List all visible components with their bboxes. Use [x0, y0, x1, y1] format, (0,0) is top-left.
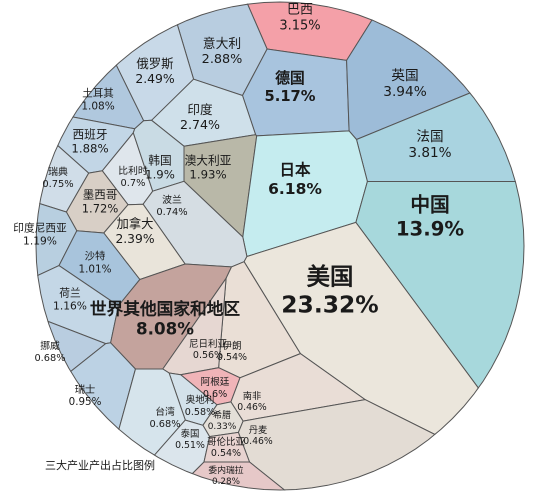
country-label: 挪威 [40, 339, 60, 352]
country-label: 南非 [243, 390, 262, 402]
value-label: 0.6% [203, 389, 227, 400]
country-label: 韩国 [148, 153, 171, 167]
cell [355, 181, 525, 389]
value-label: 1.19% [23, 234, 57, 247]
country-label: 比利时 [118, 165, 148, 177]
country-label: 印度 [187, 102, 213, 117]
country-label: 希腊 [213, 409, 231, 421]
country-label: 世界其他国家和地区 [90, 299, 240, 319]
country-label: 中国 [410, 194, 449, 217]
value-label: 1.16% [53, 299, 87, 312]
country-label: 波兰 [162, 193, 182, 206]
country-label: 巴西 [287, 3, 313, 18]
country-label: 丹麦 [249, 424, 268, 436]
value-label: 0.46% [237, 402, 267, 413]
country-label: 委内瑞拉 [208, 464, 243, 476]
value-label: 1.72% [82, 201, 119, 215]
cell [237, 399, 436, 491]
value-label: 3.94% [383, 84, 426, 100]
country-label: 台湾 [155, 405, 175, 418]
value-label: 6.18% [268, 180, 322, 198]
cell [355, 92, 516, 182]
value-label: 0.68% [34, 353, 65, 364]
value-label: 1.01% [78, 263, 111, 275]
value-label: 0.28% [212, 477, 240, 487]
value-label: 1.88% [71, 141, 108, 155]
value-label: 1.9% [145, 168, 175, 182]
country-label: 意大利 [203, 36, 241, 52]
value-label: 1.93% [189, 168, 226, 182]
value-label: 0.54% [211, 448, 241, 459]
country-label: 瑞典 [48, 165, 68, 178]
value-label: 2.88% [202, 52, 243, 67]
value-label: 5.17% [265, 88, 316, 105]
value-label: 1.08% [81, 100, 114, 112]
country-label: 奥地利 [186, 394, 215, 406]
cell [118, 368, 186, 456]
country-label: 澳大利亚 [185, 153, 232, 167]
value-label: 0.58% [185, 407, 215, 418]
country-label: 阿根廷 [201, 376, 230, 388]
cell [47, 320, 107, 373]
country-label: 瑞士 [75, 383, 96, 396]
country-label: 尼日利亚 [189, 338, 228, 350]
value-label: 0.75% [42, 179, 73, 190]
value-label: 0.68% [149, 419, 180, 430]
value-label: 13.9% [396, 217, 465, 240]
country-label: 英国 [391, 67, 418, 84]
value-label: 2.39% [115, 232, 154, 246]
value-label: 3.15% [279, 18, 320, 33]
value-label: 23.32% [281, 291, 378, 319]
country-label: 美国 [307, 262, 354, 290]
value-label: 3.81% [408, 145, 451, 161]
value-label: 0.95% [69, 396, 102, 408]
cell [70, 342, 136, 431]
value-label: 0.33% [208, 422, 237, 432]
cell [346, 19, 471, 141]
country-label: 荷兰 [59, 287, 81, 300]
country-label: 墨西哥 [83, 188, 118, 202]
country-label: 沙特 [85, 251, 106, 263]
value-label: 0.74% [156, 207, 187, 218]
country-label: 印度尼西亚 [13, 222, 67, 235]
value-label: 2.49% [135, 71, 175, 86]
value-label: 8.08% [136, 318, 194, 338]
country-label: 土耳其 [82, 87, 114, 100]
value-label: 0.54% [217, 352, 247, 363]
cell [191, 461, 286, 491]
country-label: 伊朗 [222, 340, 241, 352]
value-label: 2.74% [180, 117, 220, 132]
legend-title: 三大产业产出占比图例 [45, 458, 155, 472]
country-label: 德国 [275, 69, 304, 87]
country-label: 日本 [279, 160, 311, 179]
country-label: 俄罗斯 [136, 56, 173, 71]
country-label: 法国 [416, 129, 443, 145]
value-label: 0.7% [121, 178, 146, 189]
country-label: 哥伦比亚 [207, 436, 246, 448]
country-label: 西班牙 [72, 128, 107, 142]
value-label: 0.56% [193, 350, 223, 361]
value-label: 0.51% [175, 440, 205, 451]
value-label: 0.46% [243, 436, 273, 447]
country-label: 泰国 [181, 428, 200, 440]
country-label: 加拿大 [117, 216, 154, 231]
